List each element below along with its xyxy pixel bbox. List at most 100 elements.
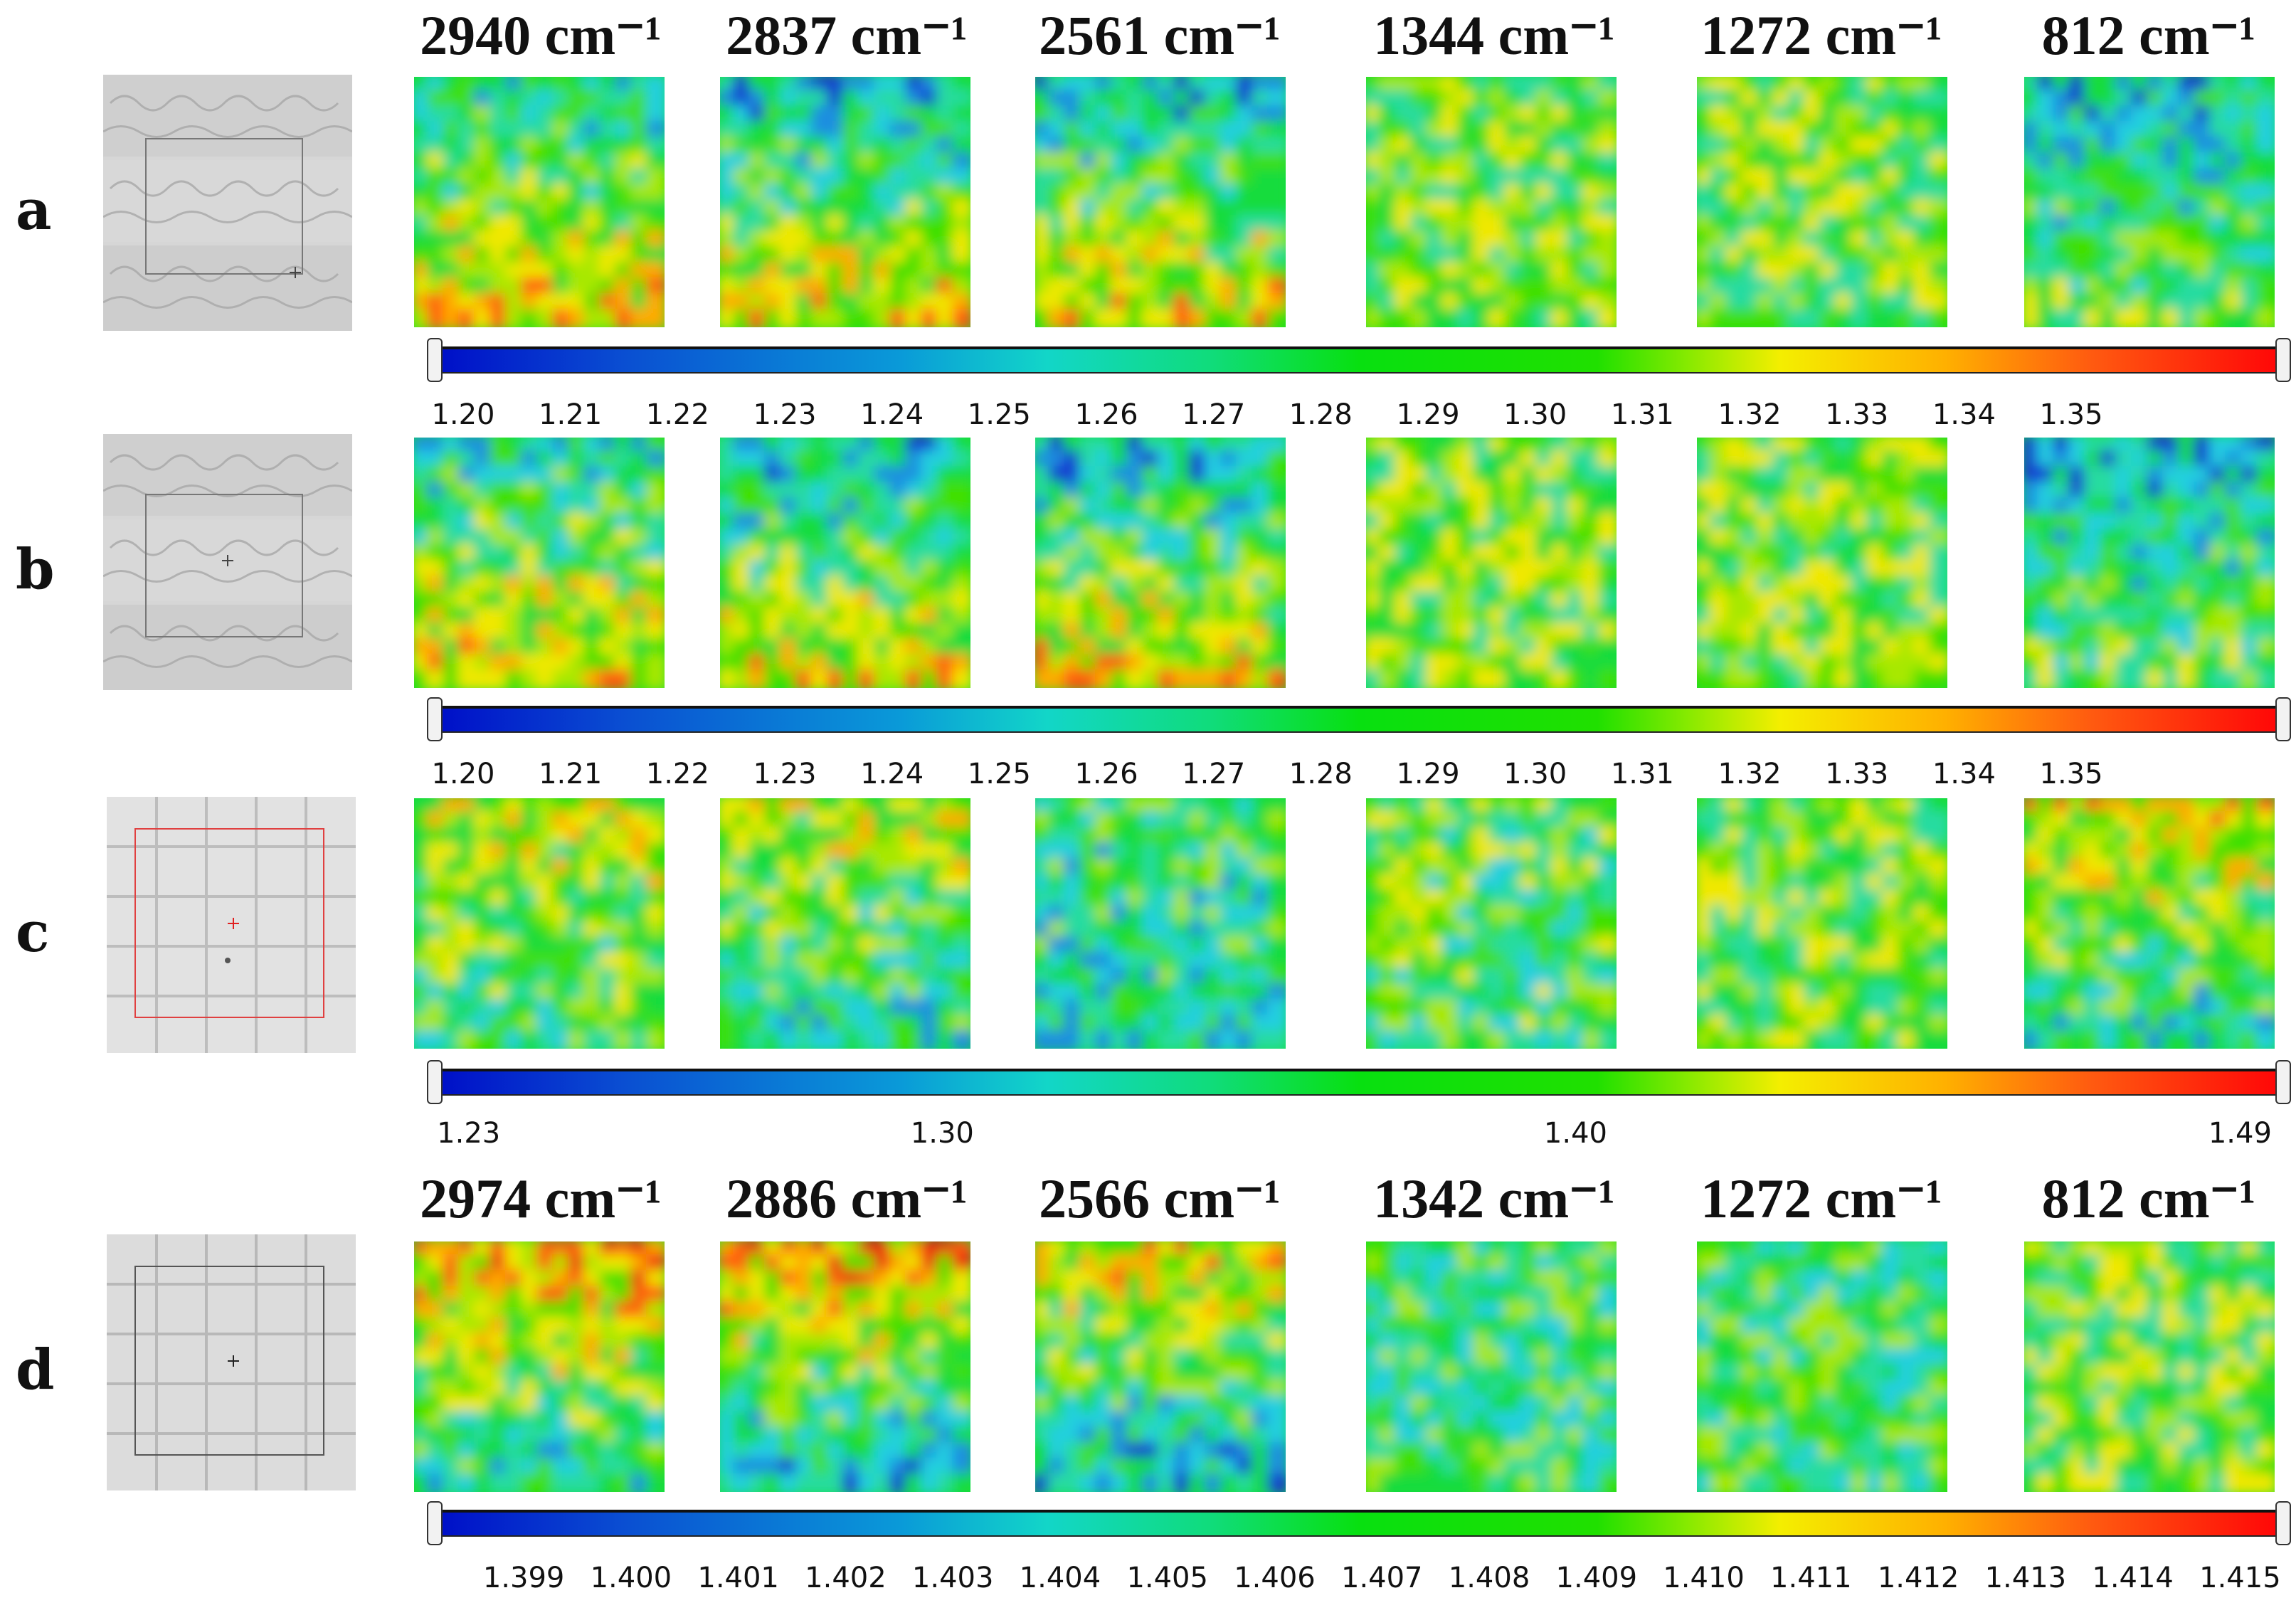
colorbar-tick-label: 1.33 xyxy=(1825,398,1889,431)
colorbar-tick-label: 1.25 xyxy=(967,398,1031,431)
colorbar-min-handle[interactable] xyxy=(427,1501,443,1545)
colorbar-tick-label: 1.403 xyxy=(911,1562,994,1594)
colorbar-c xyxy=(427,1060,2291,1104)
heatmap-b-4 xyxy=(1366,438,1617,688)
colorbar-tick-label: 1.30 xyxy=(910,1117,974,1150)
colorbar-tick-label: 1.35 xyxy=(2039,758,2103,790)
colorbar-tick-label: 1.410 xyxy=(1663,1562,1745,1594)
colorbar-min-handle[interactable] xyxy=(427,697,443,741)
colorbar-tick-label: 1.21 xyxy=(539,398,603,431)
colorbar-max-handle[interactable] xyxy=(2275,1060,2291,1104)
heatmap-c-5 xyxy=(1697,798,1947,1049)
colorbar-tick-label: 1.22 xyxy=(645,398,709,431)
colorbar-b xyxy=(427,697,2291,741)
colorbar-tick-label: 1.405 xyxy=(1126,1562,1208,1594)
colorbar-min-handle[interactable] xyxy=(427,338,443,382)
colorbar-a xyxy=(427,338,2291,382)
colorbar-tick-label: 1.28 xyxy=(1289,398,1353,431)
colorbar-gradient xyxy=(441,706,2277,733)
heatmap-a-3 xyxy=(1035,77,1286,327)
header-bottom-5: 1272 cm⁻¹ xyxy=(1700,1167,1942,1229)
colorbar-gradient xyxy=(441,1069,2277,1096)
colorbar-tick-label: 1.31 xyxy=(1610,398,1674,431)
colorbar-tick-label: 1.21 xyxy=(539,758,603,790)
colorbar-gradient xyxy=(441,346,2277,374)
header-top-4: 1344 cm⁻¹ xyxy=(1373,4,1615,66)
colorbar-tick-label: 1.29 xyxy=(1396,398,1460,431)
colorbar-min-handle[interactable] xyxy=(427,1060,443,1104)
row-label-b: b xyxy=(16,537,55,602)
heatmap-d-6 xyxy=(2024,1241,2275,1492)
colorbar-tick-label: 1.32 xyxy=(1718,398,1782,431)
colorbar-tick-label: 1.27 xyxy=(1182,398,1246,431)
heatmap-b-5 xyxy=(1697,438,1947,688)
colorbar-tick-label: 1.22 xyxy=(645,758,709,790)
heatmap-c-2 xyxy=(720,798,970,1049)
colorbar-tick-label: 1.23 xyxy=(753,758,817,790)
colorbar-tick-label: 1.40 xyxy=(1543,1117,1607,1150)
colorbar-tick-label: 1.28 xyxy=(1289,758,1353,790)
header-bottom-4: 1342 cm⁻¹ xyxy=(1373,1167,1615,1229)
colorbar-tick-label: 1.30 xyxy=(1503,758,1567,790)
row-label-d: d xyxy=(16,1338,55,1402)
heatmap-c-3 xyxy=(1035,798,1286,1049)
heatmap-d-1 xyxy=(414,1241,665,1492)
colorbar-d xyxy=(427,1501,2291,1545)
colorbar-tick-label: 1.408 xyxy=(1448,1562,1530,1594)
colorbar-tick-label: 1.34 xyxy=(1932,758,1996,790)
colorbar-tick-label: 1.24 xyxy=(860,758,924,790)
colorbar-tick-label: 1.401 xyxy=(697,1562,779,1594)
colorbar-tick-label: 1.33 xyxy=(1825,758,1889,790)
heatmap-b-3 xyxy=(1035,438,1286,688)
header-bottom-3: 2566 cm⁻¹ xyxy=(1039,1167,1281,1229)
colorbar-tick-label: 1.23 xyxy=(753,398,817,431)
colorbar-max-handle[interactable] xyxy=(2275,697,2291,741)
colorbar-tick-label: 1.404 xyxy=(1019,1562,1101,1594)
sample-image-b xyxy=(103,434,352,690)
row-label-a: a xyxy=(16,178,52,243)
header-bottom-1: 2974 cm⁻¹ xyxy=(420,1167,662,1229)
header-top-1: 2940 cm⁻¹ xyxy=(420,4,662,66)
heatmap-a-6 xyxy=(2024,77,2275,327)
colorbar-tick-label: 1.413 xyxy=(1984,1562,2067,1594)
colorbar-max-handle[interactable] xyxy=(2275,1501,2291,1545)
header-top-3: 2561 cm⁻¹ xyxy=(1039,4,1281,66)
heatmap-a-1 xyxy=(414,77,665,327)
colorbar-tick-label: 1.407 xyxy=(1340,1562,1423,1594)
colorbar-tick-label: 1.400 xyxy=(590,1562,672,1594)
sample-image-d xyxy=(107,1234,356,1490)
header-top-5: 1272 cm⁻¹ xyxy=(1700,4,1942,66)
colorbar-tick-label: 1.402 xyxy=(805,1562,887,1594)
colorbar-tick-label: 1.35 xyxy=(2039,398,2103,431)
colorbar-tick-label: 1.406 xyxy=(1234,1562,1316,1594)
row-label-c: c xyxy=(16,900,50,965)
colorbar-max-handle[interactable] xyxy=(2275,338,2291,382)
heatmap-c-6 xyxy=(2024,798,2275,1049)
heatmap-d-4 xyxy=(1366,1241,1617,1492)
colorbar-tick-label: 1.49 xyxy=(2208,1117,2272,1150)
colorbar-tick-label: 1.27 xyxy=(1182,758,1246,790)
heatmap-b-1 xyxy=(414,438,665,688)
sample-image-c xyxy=(107,797,356,1053)
colorbar-tick-label: 1.29 xyxy=(1396,758,1460,790)
heatmap-a-4 xyxy=(1366,77,1617,327)
colorbar-tick-label: 1.20 xyxy=(431,758,495,790)
header-top-2: 2837 cm⁻¹ xyxy=(726,4,968,66)
colorbar-tick-label: 1.34 xyxy=(1932,398,1996,431)
heatmap-c-1 xyxy=(414,798,665,1049)
colorbar-tick-label: 1.411 xyxy=(1770,1562,1852,1594)
header-top-6: 812 cm⁻¹ xyxy=(2041,4,2256,66)
colorbar-tick-label: 1.25 xyxy=(967,758,1031,790)
colorbar-tick-label: 1.20 xyxy=(431,398,495,431)
heatmap-d-2 xyxy=(720,1241,970,1492)
colorbar-tick-label: 1.32 xyxy=(1718,758,1782,790)
heatmap-b-6 xyxy=(2024,438,2275,688)
header-bottom-6: 812 cm⁻¹ xyxy=(2041,1167,2256,1229)
colorbar-tick-label: 1.26 xyxy=(1074,758,1138,790)
heatmap-c-4 xyxy=(1366,798,1617,1049)
heatmap-a-5 xyxy=(1697,77,1947,327)
colorbar-tick-label: 1.31 xyxy=(1610,758,1674,790)
heatmap-a-2 xyxy=(720,77,970,327)
heatmap-d-3 xyxy=(1035,1241,1286,1492)
header-bottom-2: 2886 cm⁻¹ xyxy=(726,1167,968,1229)
